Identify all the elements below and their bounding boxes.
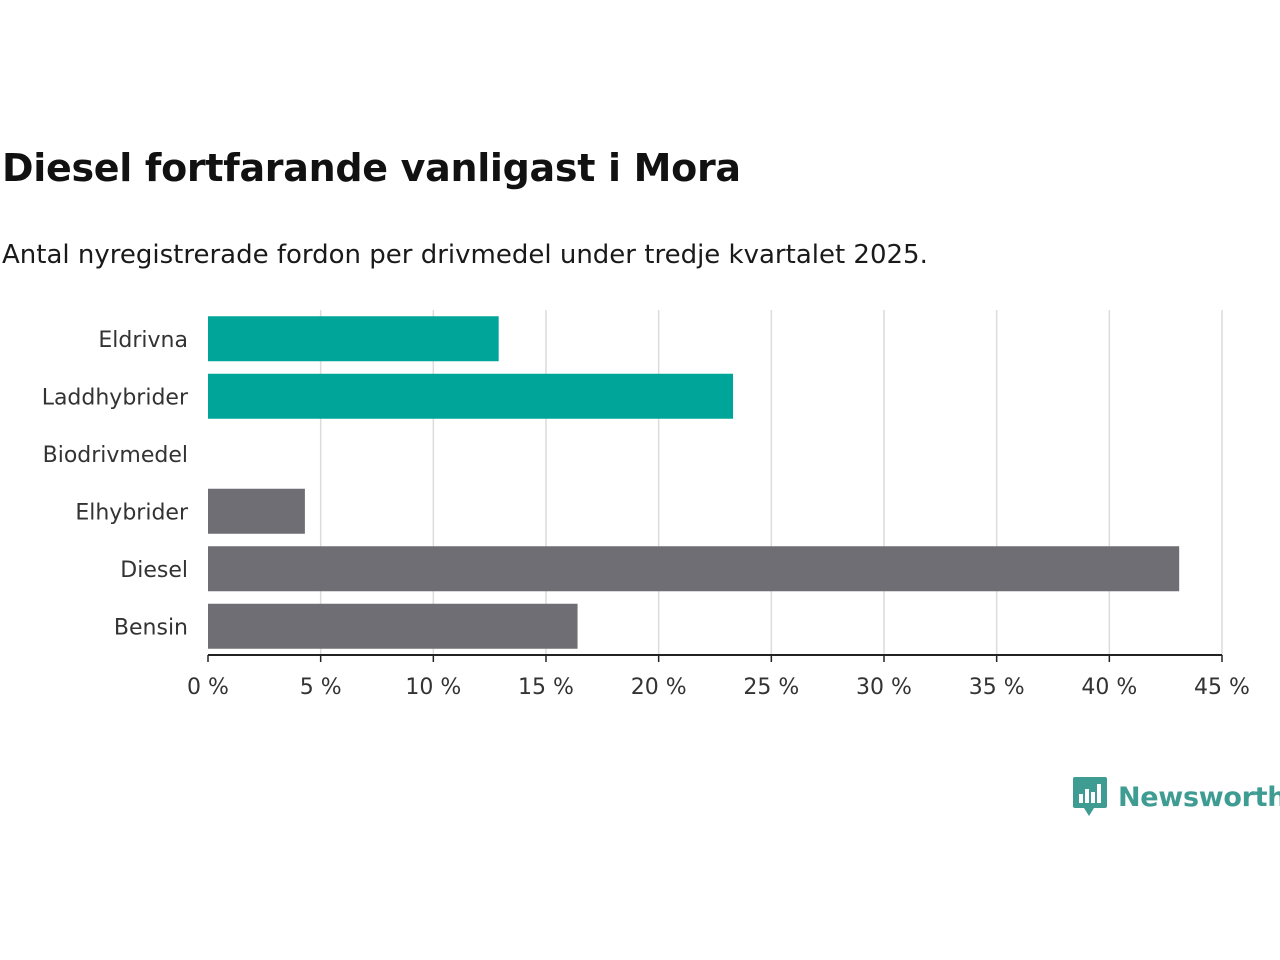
x-tick-label: 40 % xyxy=(1081,675,1137,700)
bars xyxy=(208,316,1180,649)
x-tick-label: 35 % xyxy=(969,675,1025,700)
category-labels: Eldrivna Laddhybrider Biodrivmedel Elhybrid… xyxy=(42,328,189,641)
x-tick-label: 5 % xyxy=(300,675,342,700)
category-label: Elhybrider xyxy=(75,500,189,525)
x-tick-label: 15 % xyxy=(518,675,574,700)
bar-diesel xyxy=(208,546,1180,592)
category-label: Eldrivna xyxy=(98,328,188,353)
category-label: Laddhybrider xyxy=(42,385,189,410)
brand-name: Newsworthy xyxy=(1118,781,1280,813)
newsworthy-logo-icon xyxy=(1073,777,1107,816)
x-tick-label: 30 % xyxy=(856,675,912,700)
x-axis: 0 % 5 % 10 % 15 % 20 % 25 % 30 % 35 % 40 % 45 % xyxy=(187,654,1250,700)
x-tick-label: 0 % xyxy=(187,675,229,700)
category-label: Biodrivmedel xyxy=(43,443,188,468)
newsworthy-logo: Newsworthy xyxy=(1072,776,1280,818)
bar-laddhybrider xyxy=(208,373,734,419)
chart-subtitle: Antal nyregistrerade fordon per drivmede… xyxy=(2,240,928,270)
x-tick-label: 20 % xyxy=(631,675,687,700)
x-tick-label: 45 % xyxy=(1194,675,1250,700)
category-label: Bensin xyxy=(114,615,188,640)
x-tick-label: 25 % xyxy=(743,675,799,700)
category-label: Diesel xyxy=(120,558,188,583)
chart-title: Diesel fortfarande vanligast i Mora xyxy=(2,146,741,190)
gridlines xyxy=(319,310,1223,655)
x-tick-label: 10 % xyxy=(405,675,461,700)
bar-elhybrider xyxy=(208,488,305,534)
bar-eldrivna xyxy=(208,316,499,362)
bar-bensin xyxy=(208,603,578,649)
